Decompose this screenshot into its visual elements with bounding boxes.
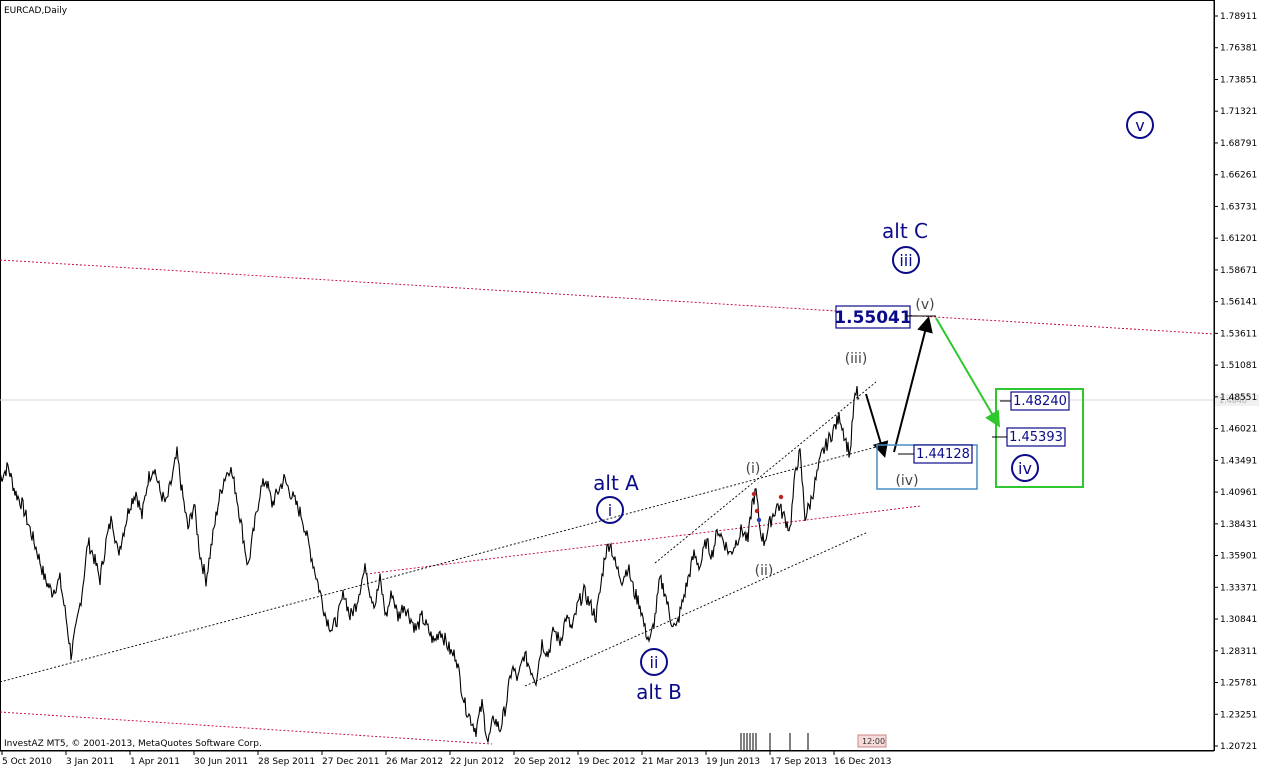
y-tick-label: 1.76381: [1220, 44, 1257, 54]
arrow-wave-v: [893, 316, 933, 453]
wave-circle: [640, 648, 668, 676]
plot-frame: [0, 0, 1215, 751]
target-boxes: 1.55041 1.48240 1.45393 1.44128: [834, 305, 1084, 490]
upper-channel-line: [654, 381, 877, 564]
wave-label: alt B: [636, 680, 682, 704]
price-box-label: 1.45393: [1009, 430, 1063, 445]
y-tick-label: 1.23251: [1220, 710, 1257, 720]
wave-label: (iii): [845, 351, 868, 367]
wave-label: (i): [746, 461, 761, 477]
wave-circle: [1126, 111, 1154, 139]
y-tick-label: 1.58671: [1220, 266, 1257, 276]
x-tick-label: 17 Sep 2013: [770, 757, 827, 767]
price-line: [0, 386, 860, 743]
x-tick-label: 30 Jun 2011: [194, 757, 248, 767]
time-badge: [857, 734, 887, 748]
y-tick-label: 1.66261: [1220, 171, 1257, 181]
y-tick-label: 1.53611: [1220, 329, 1257, 339]
y-tick-label: 1.35901: [1220, 552, 1257, 562]
y-tick-label: 1.38431: [1220, 520, 1257, 530]
long-support-line: [0, 445, 881, 683]
wave-label: (v): [915, 297, 934, 313]
y-tick-label: 1.33371: [1220, 583, 1257, 593]
y-tick-label: 1.25781: [1220, 679, 1257, 689]
arrow-wave-big-iv: [935, 317, 1001, 428]
y-tick-label: 1.56141: [1220, 298, 1257, 308]
wave-label: (ii): [755, 563, 774, 579]
x-tick-label: 21 Mar 2013: [642, 757, 699, 767]
copyright-text: InvestAZ MT5, © 2001-2013, MetaQuotes So…: [4, 739, 262, 749]
price-box-label: 1.48240: [1013, 394, 1067, 409]
current-price-label: 1.4840: [1219, 396, 1247, 405]
y-tick-label: 1.68791: [1220, 139, 1257, 149]
y-tick-label: 1.30841: [1220, 615, 1257, 625]
x-axis: 5 Oct 2010 3 Jan 2011 1 Apr 2011 30 Jun 201…: [0, 750, 1214, 767]
x-tick-label: 20 Sep 2012: [514, 757, 571, 767]
x-tick-label: 22 Jun 2012: [450, 757, 504, 767]
x-tick-label: 3 Jan 2011: [66, 757, 114, 767]
x-tick-label: 27 Dec 2011: [322, 757, 380, 767]
current-price-tag: [1215, 394, 1259, 406]
price-box-target-main: [835, 305, 911, 329]
upper-red-channel: [0, 259, 1215, 335]
x-tick-label: 28 Sep 2011: [258, 757, 315, 767]
x-tick-label: 1 Apr 2011: [130, 757, 180, 767]
y-tick-label: 1.71321: [1220, 107, 1257, 117]
trade-marker: [756, 517, 762, 523]
wave-label: iii: [899, 251, 912, 270]
x-tick-label: 19 Jun 2013: [706, 757, 760, 767]
y-tick-label: 1.20721: [1220, 742, 1257, 752]
y-tick-label: 1.40961: [1220, 488, 1257, 498]
x-tick-label: 5 Oct 2010: [2, 757, 52, 767]
price-box-label: 1.55041: [834, 308, 911, 328]
lower-channel-line: [524, 531, 869, 687]
wave-circle: [596, 496, 624, 524]
arrow-wave-iv: [865, 393, 889, 458]
projection-arrows: [865, 316, 1001, 458]
trendlines: [0, 259, 1215, 745]
y-tick-label: 1.73851: [1220, 75, 1257, 85]
price-box-label: 1.44128: [916, 447, 970, 462]
y-tick-label: 1.46021: [1220, 425, 1257, 435]
y-tick-label: 1.51081: [1220, 361, 1257, 371]
wave-label: ii: [650, 653, 659, 672]
middle-red-channel: [365, 505, 921, 575]
y-tick-label: 1.28311: [1220, 647, 1257, 657]
y-tick-label: 1.43491: [1220, 456, 1257, 466]
big-wave-iv-zone: [995, 388, 1084, 488]
price-series: [0, 386, 860, 743]
y-tick-label: 1.63731: [1220, 202, 1257, 212]
trade-marker: [751, 491, 757, 497]
y-axis: 1.78911 1.76381 1.73851 1.71321 1.68791 1.662…: [1213, 0, 1257, 752]
wave-label: v: [1135, 116, 1144, 135]
wave-circle: [892, 246, 920, 274]
wave-label: (iv): [895, 473, 918, 489]
y-tick-label: 1.48551: [1220, 393, 1257, 403]
wave-label: iv: [1018, 459, 1032, 478]
wave-label: alt C: [882, 219, 928, 243]
x-tick-label: 16 Dec 2013: [834, 757, 892, 767]
x-tick-label: 19 Dec 2012: [578, 757, 636, 767]
trade-marker: [754, 508, 760, 514]
session-markers: [740, 733, 809, 750]
wave-label: alt A: [593, 471, 639, 495]
time-badge-label: 12:00: [862, 737, 885, 746]
trade-marker: [778, 494, 784, 500]
x-tick-label: 26 Mar 2012: [386, 757, 443, 767]
wave-circle: [1011, 454, 1039, 482]
y-tick-label: 1.61201: [1220, 234, 1257, 244]
y-tick-label: 1.78911: [1220, 12, 1257, 22]
chart-title: EURCAD,Daily: [4, 6, 68, 16]
wave-label: i: [608, 501, 612, 520]
